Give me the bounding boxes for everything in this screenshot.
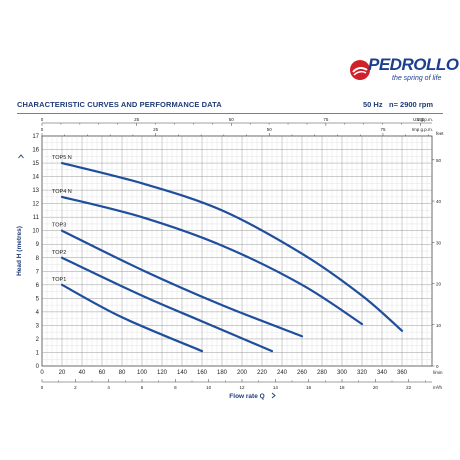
series-line-top5-n: [60, 161, 404, 332]
y2-tick-label: 50: [436, 158, 442, 163]
y-tick-label: 9: [36, 242, 40, 248]
y2-tick-label: 40: [436, 199, 442, 204]
y-tick-label: 4: [36, 310, 40, 316]
impgpm-tick-label: 0: [41, 127, 44, 132]
brand-logo: [348, 54, 448, 88]
y-tick-label: 5: [36, 296, 40, 302]
series-line-top3: [60, 229, 304, 338]
x-tick-label: 40: [79, 370, 86, 376]
x-tick-label: 340: [377, 370, 388, 376]
x-tick-label: 0: [40, 370, 44, 376]
y-tick-label: 14: [32, 175, 39, 181]
y-tick-label: 12: [32, 202, 39, 208]
brand-mark-icon: [350, 60, 370, 80]
series-line-top4-n: [60, 195, 364, 326]
series-label: TOP5 N: [52, 155, 72, 161]
series-label: TOP4 N: [52, 189, 72, 195]
x-axis-arrow-icon: [271, 392, 276, 399]
m3h-tick-label: 18: [339, 385, 345, 390]
m3h-tick-label: 8: [174, 385, 177, 390]
impgpm-tick-label: 50: [267, 127, 273, 132]
m3h-tick-label: 22: [406, 385, 412, 390]
x-tick-label: 260: [297, 370, 308, 376]
y-tick-label: 10: [32, 229, 39, 235]
y-tick-label: 17: [32, 134, 39, 140]
usgpm-tick-label: 100: [417, 117, 425, 122]
frequency-label: 50 Hz: [363, 100, 383, 109]
y2-tick-label: 0: [436, 364, 439, 369]
x-tick-label: 60: [99, 370, 106, 376]
m3h-tick-label: 6: [141, 385, 144, 390]
x-tick-label: 80: [119, 370, 126, 376]
y2-tick-label: 10: [436, 323, 442, 328]
x-tick-label: 140: [177, 370, 188, 376]
y-tick-label: 2: [36, 337, 40, 343]
speed-label: n= 2900 rpm: [389, 100, 433, 109]
x-tick-label: 180: [217, 370, 228, 376]
x-tick-label: 120: [157, 370, 168, 376]
m3h-tick-label: 10: [206, 385, 212, 390]
x-tick-label: 320: [357, 370, 368, 376]
x-unit-label: l/min: [433, 370, 443, 375]
x-tick-label: 360: [397, 370, 408, 376]
x-tick-label: 100: [137, 370, 148, 376]
y-tick-label: 3: [36, 323, 40, 329]
page-title: CHARACTERISTIC CURVES AND PERFORMANCE DA…: [17, 100, 222, 109]
brand-tagline: the spring of life: [392, 75, 442, 82]
m3h-tick-label: 12: [239, 385, 245, 390]
y-tick-label: 11: [33, 215, 40, 221]
y-axis-title: Head H (metres): [16, 226, 23, 276]
x-axis-title: Flow rate Q: [229, 393, 264, 400]
usgpm-tick-label: 25: [134, 117, 140, 122]
usgpm-tick-label: 50: [229, 117, 235, 122]
m3h-tick-label: 4: [107, 385, 110, 390]
header-divider: [17, 113, 443, 114]
x-tick-label: 280: [317, 370, 328, 376]
series-line-top1: [60, 283, 204, 353]
y2-tick-label: 30: [436, 240, 442, 245]
series-label: TOP2: [52, 250, 66, 256]
impgpm-tick-label: 25: [153, 127, 159, 132]
x-tick-label: 20: [59, 370, 66, 376]
y-axis-arrow-icon: [18, 154, 24, 159]
m3h-tick-label: 2: [74, 385, 77, 390]
y-tick-label: 0: [36, 364, 40, 370]
x-tick-label: 200: [237, 370, 248, 376]
brand-name: PEDROLLO: [368, 55, 459, 74]
y2-unit-label: feet: [436, 131, 444, 136]
m3h-tick-label: 0: [41, 385, 44, 390]
m3h-tick-label: 20: [373, 385, 379, 390]
x-tick-label: 220: [257, 370, 268, 376]
impgpm-tick-label: 75: [380, 127, 386, 132]
series-label: TOP1: [52, 277, 66, 283]
y-tick-label: 15: [32, 161, 39, 167]
y-tick-label: 8: [36, 256, 40, 262]
x-tick-label: 160: [197, 370, 208, 376]
y-tick-label: 13: [32, 188, 39, 194]
y-tick-label: 7: [36, 269, 40, 275]
y2-tick-label: 20: [436, 282, 442, 287]
y-tick-label: 16: [32, 148, 39, 154]
m3h-tick-label: 14: [273, 385, 279, 390]
series-label: TOP3: [52, 223, 66, 229]
usgpm-tick-label: 75: [323, 117, 329, 122]
usgpm-tick-label: 0: [41, 117, 44, 122]
usgpm-unit-label: US g.p.m.: [413, 117, 433, 122]
m3h-tick-label: 16: [306, 385, 312, 390]
impgpm-unit-label: Imp g.p.m.: [412, 127, 433, 132]
series-line-top2: [60, 256, 274, 353]
x-tick-label: 300: [337, 370, 348, 376]
y-tick-label: 6: [36, 283, 40, 289]
m3h-unit-label: m³/h: [433, 385, 442, 390]
y-tick-label: 1: [36, 350, 40, 356]
x-tick-label: 240: [277, 370, 288, 376]
